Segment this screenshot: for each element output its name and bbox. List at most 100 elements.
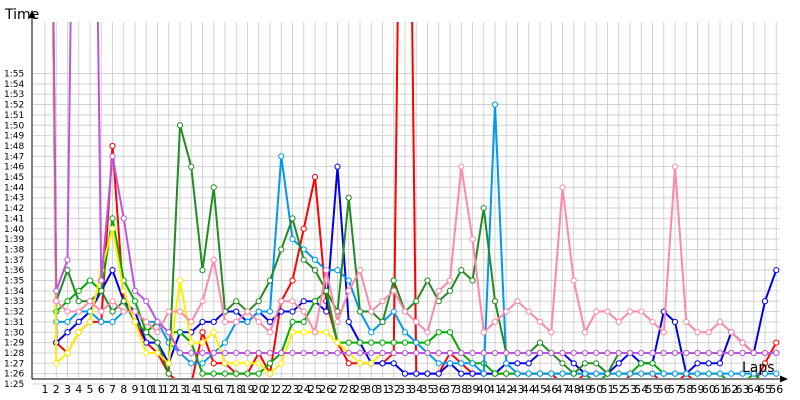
- data-point: [626, 308, 634, 315]
- y-tick-label: 1:46: [4, 163, 24, 173]
- data-point: [210, 318, 217, 325]
- data-point: [491, 370, 499, 377]
- x-tick-label: 30: [364, 383, 378, 396]
- x-tick-label: 44: [522, 383, 536, 396]
- data-point: [716, 360, 724, 367]
- data-point: [446, 360, 454, 367]
- x-tick-label: 41: [488, 383, 502, 396]
- data-point: [278, 153, 285, 160]
- data-point: [98, 308, 105, 315]
- x-tick-label: 56: [769, 383, 783, 396]
- data-point: [143, 298, 150, 305]
- x-tick-label: 14: [184, 383, 198, 396]
- x-tick-label: 63: [736, 383, 750, 396]
- y-tick-label: 1:52: [4, 101, 24, 111]
- x-tick-label: 31: [376, 383, 390, 396]
- y-tick-label: 1:32: [4, 308, 24, 318]
- data-point: [64, 318, 71, 325]
- data-point: [390, 308, 397, 315]
- data-point: [446, 277, 454, 284]
- x-tick-label: 58: [679, 383, 693, 396]
- data-point: [143, 349, 150, 357]
- data-point: [503, 349, 510, 357]
- data-point: [694, 329, 701, 336]
- data-point: [536, 370, 544, 377]
- data-point: [548, 329, 555, 336]
- x-tick-label: 17: [218, 383, 232, 396]
- data-point: [210, 360, 217, 367]
- x-tick-label: 42: [499, 383, 513, 396]
- data-point: [311, 329, 319, 336]
- data-point: [593, 349, 600, 357]
- data-point: [424, 339, 431, 346]
- data-point: [255, 318, 262, 325]
- data-point: [221, 318, 229, 325]
- data-point: [469, 236, 476, 243]
- y-tick-label: 1:47: [4, 152, 24, 162]
- data-point: [120, 298, 127, 305]
- data-point: [660, 370, 667, 377]
- data-point: [424, 349, 431, 357]
- data-point: [559, 370, 566, 377]
- data-point: [503, 308, 510, 315]
- y-tick-label: 1:51: [4, 111, 24, 121]
- data-point: [345, 349, 352, 357]
- data-point: [176, 277, 184, 284]
- y-tick-label: 1:30: [4, 328, 24, 338]
- data-point: [604, 349, 611, 357]
- data-point: [491, 318, 499, 325]
- data-point: [615, 370, 622, 377]
- data-point: [154, 349, 161, 357]
- data-point: [233, 370, 240, 377]
- data-point: [716, 318, 724, 325]
- data-point: [773, 349, 780, 357]
- data-point: [570, 349, 577, 357]
- x-tick-label: 25: [308, 383, 322, 396]
- data-point: [536, 339, 544, 346]
- data-point: [323, 308, 330, 315]
- data-point: [705, 329, 712, 336]
- y-tick-label: 1:38: [4, 245, 24, 255]
- data-point: [311, 267, 319, 274]
- data-point: [356, 349, 364, 357]
- data-point: [300, 329, 307, 336]
- data-point: [446, 349, 454, 357]
- data-point: [109, 298, 116, 305]
- data-point: [413, 370, 420, 377]
- data-point: [728, 349, 735, 357]
- data-point: [525, 349, 532, 357]
- data-point: [109, 215, 116, 222]
- x-tick-label: 26: [319, 383, 333, 396]
- x-tick-label: 1: [42, 383, 49, 396]
- data-point: [244, 318, 251, 325]
- data-point: [683, 318, 690, 325]
- data-point: [413, 298, 420, 305]
- data-point: [86, 318, 94, 325]
- data-point: [109, 318, 116, 325]
- data-point: [424, 277, 431, 284]
- data-point: [300, 225, 307, 232]
- data-point: [559, 184, 566, 191]
- data-point: [649, 318, 656, 325]
- data-point: [356, 339, 364, 346]
- x-tick-label: 12: [162, 383, 176, 396]
- data-point: [345, 287, 352, 294]
- tick-labels: 1:251:261:271:281:291:301:311:321:331:34…: [4, 70, 783, 397]
- x-tick-label: 53: [623, 383, 637, 396]
- data-point: [334, 318, 341, 325]
- data-point: [154, 318, 161, 325]
- data-point: [143, 318, 150, 325]
- data-point: [671, 370, 679, 377]
- y-tick-label: 1:28: [4, 349, 24, 359]
- data-point: [761, 360, 769, 367]
- data-point: [233, 349, 240, 357]
- y-tick-label: 1:39: [4, 235, 24, 245]
- data-point: [536, 318, 544, 325]
- data-point: [64, 349, 71, 357]
- data-point: [233, 298, 240, 305]
- data-point: [289, 298, 296, 305]
- y-tick-label: 1:44: [4, 183, 24, 193]
- y-tick-label: 1:53: [4, 90, 24, 100]
- data-point: [120, 215, 127, 222]
- data-point: [199, 349, 206, 357]
